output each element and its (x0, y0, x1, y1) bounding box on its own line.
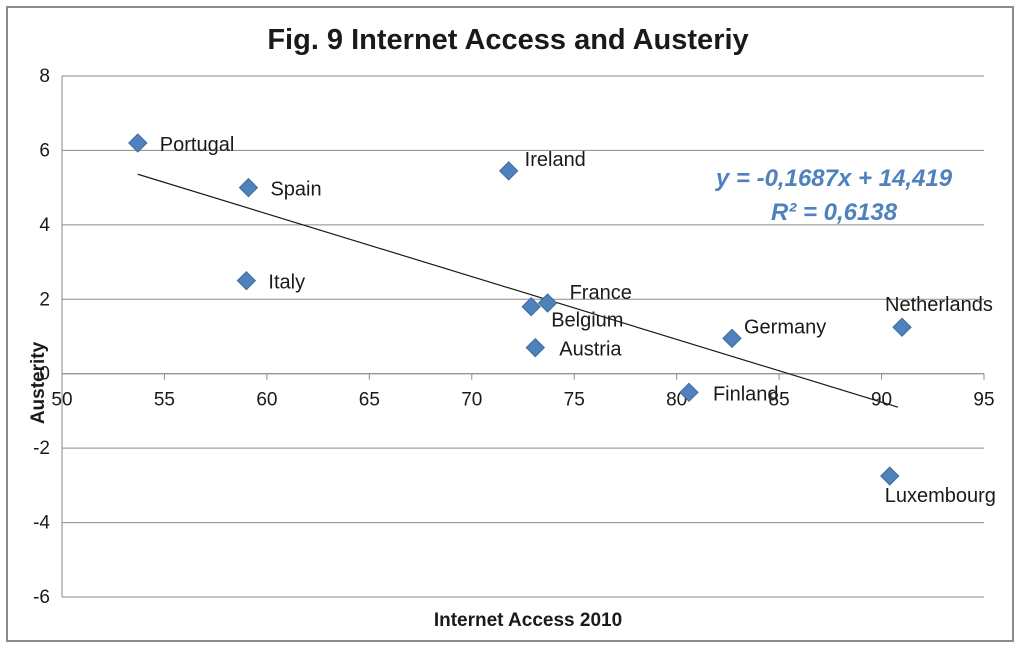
point-label-austria: Austria (559, 339, 622, 361)
point-label-italy: Italy (268, 272, 305, 294)
x-tick-label: 70 (461, 390, 482, 411)
y-tick-label: 2 (39, 289, 50, 310)
chart-title: Fig. 9 Internet Access and Austeriy (267, 24, 749, 56)
x-tick-label: 55 (154, 390, 175, 411)
data-point-germany (722, 328, 742, 349)
y-tick-label: 8 (39, 66, 50, 87)
x-tick-label: 50 (51, 390, 72, 411)
point-label-belgium: Belgium (551, 310, 623, 332)
point-label-germany: Germany (744, 316, 826, 338)
data-point-portugal (128, 133, 148, 153)
x-tick-label: 65 (359, 390, 380, 411)
y-tick-label: -6 (33, 587, 50, 608)
data-point-luxembourg (880, 466, 900, 486)
y-axis-title: Austerity (28, 341, 49, 424)
point-label-portugal: Portugal (160, 134, 235, 156)
y-tick-label: 6 (39, 140, 50, 161)
data-point-ireland (498, 161, 519, 181)
point-label-netherlands: Netherlands (885, 294, 993, 316)
regression-equation: y = -0,1687x + 14,419 (715, 165, 953, 192)
point-label-finland: Finland (713, 383, 779, 405)
x-tick-label: 75 (564, 390, 585, 411)
data-point-austria (525, 337, 546, 358)
data-point-netherlands (892, 317, 912, 337)
trendline (137, 173, 899, 408)
data-point-belgium (521, 297, 541, 317)
r-squared-value: R² = 0,6138 (771, 199, 898, 226)
point-label-france: France (570, 282, 632, 304)
point-label-luxembourg: Luxembourg (885, 485, 996, 507)
y-tick-label: -2 (33, 438, 50, 459)
x-tick-label: 90 (871, 390, 892, 411)
x-tick-label: 60 (256, 390, 277, 411)
y-tick-label: 4 (39, 215, 50, 236)
data-point-spain (238, 177, 259, 198)
y-tick-label: 0 (39, 364, 50, 385)
data-point-finland (679, 382, 699, 403)
data-point-italy (236, 270, 257, 291)
point-label-spain: Spain (270, 179, 321, 201)
x-tick-label: 95 (973, 390, 994, 411)
x-tick-label: 85 (769, 390, 790, 411)
chart-frame: Fig. 9 Internet Access and Austeriy -6 -4… (6, 6, 1014, 642)
x-axis-title: Internet Access 2010 (434, 610, 622, 631)
y-tick-label: -4 (33, 513, 50, 534)
point-label-ireland: Ireland (525, 149, 586, 171)
data-point-france (537, 293, 558, 313)
